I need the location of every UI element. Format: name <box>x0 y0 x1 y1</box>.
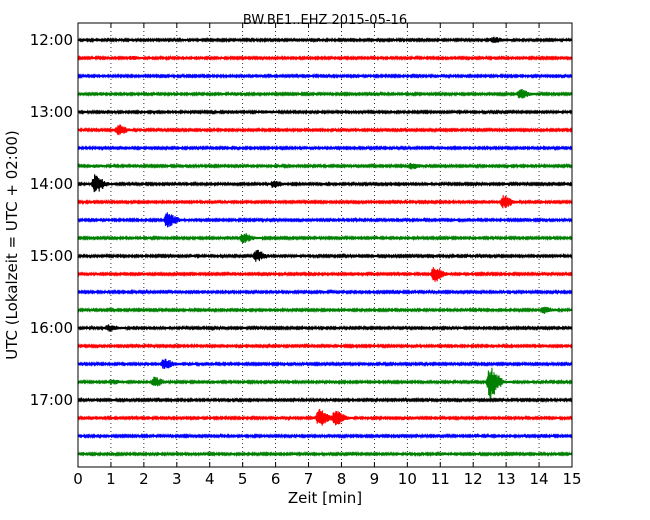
trace-14:00 <box>77 174 573 193</box>
trace-16:00 <box>77 324 573 332</box>
x-tick-label: 5 <box>238 470 248 488</box>
trace-12:45 <box>77 89 573 99</box>
trace-14:30 <box>77 212 573 228</box>
x-tick-label: 12 <box>464 470 483 488</box>
trace-12:15 <box>77 54 573 62</box>
trace-13:00 <box>77 108 573 116</box>
trace-13:15 <box>77 124 573 136</box>
x-tick-label: 4 <box>205 470 215 488</box>
plot-frame <box>77 22 573 468</box>
x-tick-label: 13 <box>497 470 516 488</box>
x-tick-label: 11 <box>431 470 450 488</box>
trace-12:00 <box>77 36 573 44</box>
x-tick-label: 7 <box>304 470 314 488</box>
y-axis-label: UTC (Lokalzeit = UTC + 02:00) <box>3 130 21 360</box>
x-axis-label: Zeit [min] <box>288 489 362 507</box>
x-tick-label: 6 <box>271 470 281 488</box>
y-tick-label: 16:00 <box>30 319 73 337</box>
trace-13:30 <box>77 144 573 152</box>
y-tick-label: 14:00 <box>30 175 73 193</box>
y-tick-label: 17:00 <box>30 391 73 409</box>
x-tick-label: 1 <box>106 470 116 488</box>
trace-16:45 <box>77 367 573 399</box>
x-tick-label: 10 <box>398 470 417 488</box>
trace-17:30 <box>77 432 573 440</box>
x-tick-label: 8 <box>337 470 347 488</box>
trace-14:45 <box>77 233 573 244</box>
x-tick-label: 2 <box>139 470 149 488</box>
x-tick-label: 3 <box>172 470 182 488</box>
trace-line <box>77 367 573 399</box>
trace-15:15 <box>77 267 573 282</box>
x-axis: 0 1 2 3 4 5 6 7 8 9 10 11 12 13 14 15 <box>73 23 582 488</box>
y-tick-label: 12:00 <box>30 31 73 49</box>
trace-15:45 <box>77 306 573 314</box>
y-tick-label: 13:00 <box>30 103 73 121</box>
y-axis: 12:00 13:00 14:00 15:00 16:00 17:00 <box>30 31 572 409</box>
trace-17:15 <box>77 408 573 426</box>
chart-title: BW.BE1..EHZ 2015-05-16 <box>243 13 407 28</box>
trace-16:15 <box>77 342 573 350</box>
trace-15:30 <box>77 288 573 296</box>
trace-14:15 <box>77 195 573 209</box>
trace-16:30 <box>77 358 573 370</box>
traces <box>77 36 573 458</box>
trace-13:45 <box>77 162 573 170</box>
x-tick-label: 9 <box>370 470 380 488</box>
x-tick-label: 14 <box>530 470 549 488</box>
trace-15:00 <box>77 249 573 262</box>
x-tick-label: 0 <box>73 470 83 488</box>
trace-17:45 <box>77 450 573 458</box>
trace-17:00 <box>77 396 573 404</box>
trace-12:30 <box>77 72 573 80</box>
x-tick-label: 15 <box>562 470 581 488</box>
y-tick-label: 15:00 <box>30 247 73 265</box>
